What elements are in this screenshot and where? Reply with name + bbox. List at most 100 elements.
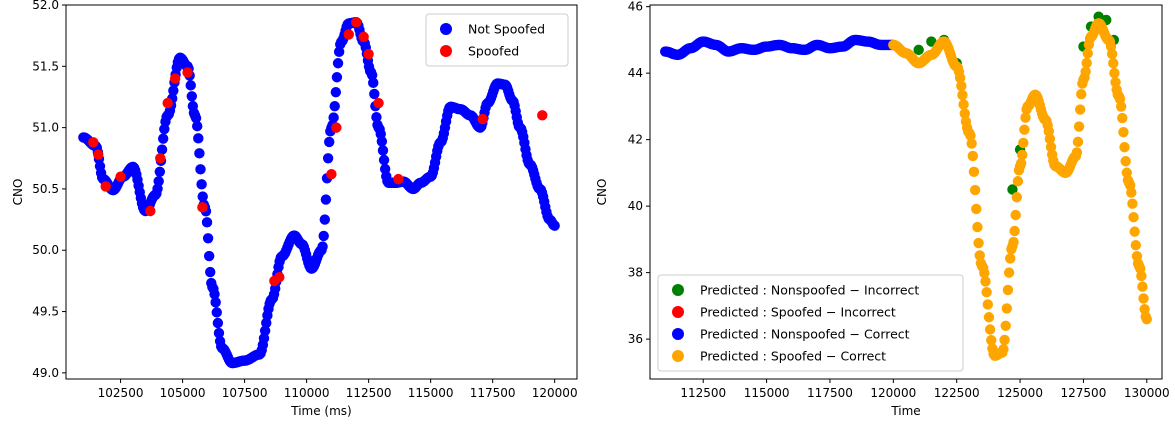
legend-marker <box>440 23 452 35</box>
data-point <box>317 241 328 252</box>
data-point <box>1018 137 1029 149</box>
y-tick-label: 49.5 <box>32 305 59 319</box>
x-tick-label: 117500 <box>807 386 853 400</box>
chart-left: 102500 105000 107500 110000 112500 115000 1175… <box>11 0 578 418</box>
data-point <box>100 181 111 192</box>
data-point <box>1005 253 1016 264</box>
data-point <box>115 171 126 182</box>
data-point <box>1126 187 1137 198</box>
data-point <box>1019 124 1030 135</box>
data-point <box>954 72 966 84</box>
legend-marker <box>672 306 684 318</box>
data-point <box>371 112 382 123</box>
data-point <box>1073 121 1085 132</box>
data-point <box>1001 303 1013 314</box>
data-point <box>205 266 216 278</box>
legend-label: Not Spoofed <box>468 22 545 37</box>
data-point <box>980 276 991 287</box>
data-point <box>88 137 99 148</box>
data-point <box>193 133 204 144</box>
data-point <box>1012 176 1024 187</box>
data-point <box>358 31 369 43</box>
data-point <box>1020 112 1031 123</box>
x-tick-label: 120000 <box>870 386 916 400</box>
data-point <box>93 149 104 160</box>
data-point <box>318 230 329 242</box>
data-point <box>1137 281 1148 292</box>
data-point <box>332 58 344 69</box>
data-point <box>182 67 193 78</box>
data-point <box>956 80 967 92</box>
chart-right: 112500 115000 117500 120000 122500 125000 1275… <box>595 0 1170 418</box>
series-3 <box>888 18 1152 361</box>
data-point <box>1015 158 1027 169</box>
plot-area <box>660 11 1152 361</box>
y-tick-label: 51.5 <box>32 59 59 73</box>
legend-marker <box>440 45 452 57</box>
data-point <box>974 250 985 261</box>
y-tick-label: 51.0 <box>32 121 59 135</box>
data-point <box>968 166 980 178</box>
data-point <box>1108 58 1119 69</box>
data-point <box>376 136 388 147</box>
data-point <box>1010 209 1021 221</box>
data-point <box>913 44 924 56</box>
y-tick-label: 42 <box>628 133 643 147</box>
data-point <box>1072 136 1084 148</box>
legend-label: Predicted : Spoofed − Incorrect <box>700 305 896 320</box>
data-point <box>377 145 389 156</box>
legend-label: Predicted : Spoofed − Correct <box>700 349 886 364</box>
data-point <box>259 325 271 337</box>
x-tick-label: 120000 <box>532 386 578 400</box>
x-tick-label: 112500 <box>680 386 726 400</box>
data-point <box>1127 198 1138 209</box>
data-point <box>373 97 384 109</box>
data-point <box>322 153 334 164</box>
data-point <box>169 73 181 84</box>
data-point <box>1118 126 1129 138</box>
y-tick-label: 36 <box>628 332 643 346</box>
x-tick-label: 107500 <box>222 386 268 400</box>
data-point <box>979 267 990 279</box>
y-tick-label: 46 <box>628 0 643 14</box>
data-point <box>190 112 202 124</box>
data-point <box>369 88 380 100</box>
data-point <box>1129 226 1140 237</box>
data-point <box>366 69 378 81</box>
data-point <box>274 272 285 283</box>
data-point <box>1002 284 1014 296</box>
data-point <box>209 289 220 300</box>
data-point <box>1007 184 1018 195</box>
data-point <box>203 250 215 262</box>
data-point <box>378 154 390 166</box>
legend: Not Spoofed Spoofed <box>425 13 569 67</box>
data-point <box>1081 57 1092 69</box>
y-tick-label: 52.0 <box>32 0 59 12</box>
data-point <box>1136 270 1147 282</box>
y-tick-label: 44 <box>628 66 643 80</box>
data-point <box>202 233 214 244</box>
data-point <box>186 91 197 102</box>
data-point <box>156 144 168 155</box>
data-point <box>1011 192 1022 203</box>
data-point <box>351 16 362 28</box>
data-point <box>162 97 173 109</box>
data-point <box>145 205 156 217</box>
data-point <box>213 327 225 339</box>
data-point <box>1117 112 1128 124</box>
legend-label: Spoofed <box>468 44 519 59</box>
y-axis-label: CNO <box>595 179 609 206</box>
data-point <box>211 307 222 318</box>
data-point <box>196 179 207 190</box>
series-2 <box>660 34 899 61</box>
data-point <box>965 130 976 141</box>
x-tick-label: 127500 <box>1061 386 1107 400</box>
data-point <box>393 173 404 185</box>
data-point <box>966 138 977 149</box>
x-tick-label: 130000 <box>1124 386 1170 400</box>
data-point <box>1128 212 1139 223</box>
data-point <box>1119 141 1130 153</box>
data-point <box>982 299 993 310</box>
data-point <box>157 133 169 144</box>
